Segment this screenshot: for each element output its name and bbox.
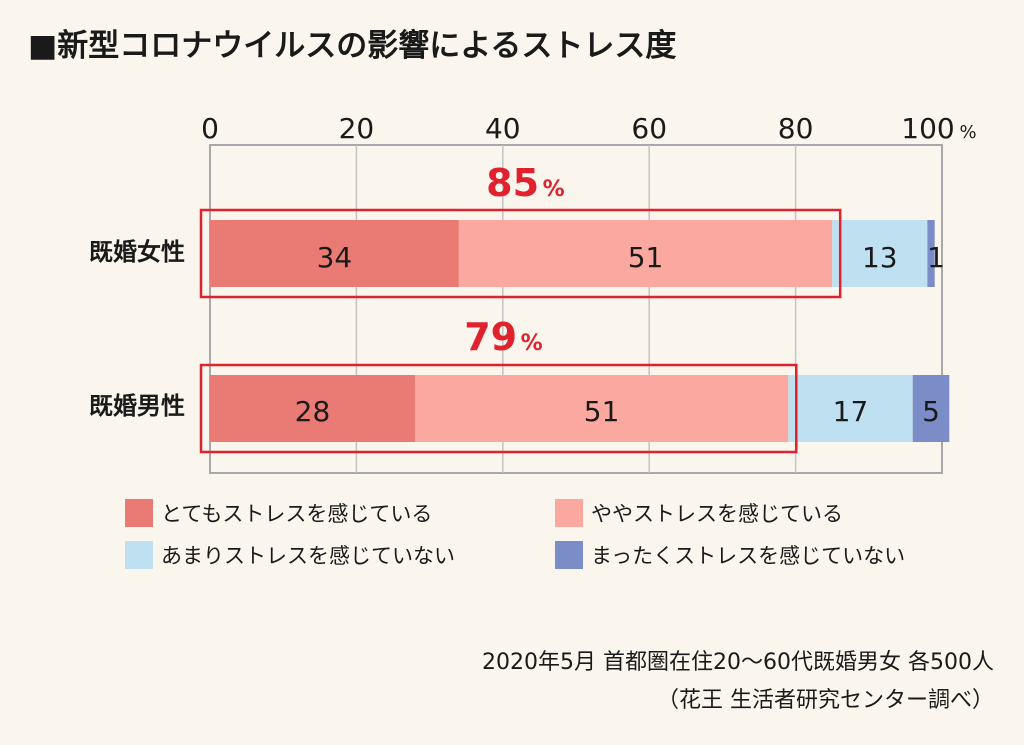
plot-frame xyxy=(209,144,943,474)
legend-label-somewhat: ややストレスを感じている xyxy=(591,502,843,526)
legend-swatch-very xyxy=(125,499,153,527)
data-label-0-0: 34 xyxy=(317,241,353,274)
x-tick-label-80: 80 xyxy=(778,112,814,145)
highlight-box-0 xyxy=(199,208,842,299)
data-label-0-1: 51 xyxy=(628,241,664,274)
source-line-survey: 2020年5月 首都圏在住20〜60代既婚男女 各500人 xyxy=(482,650,994,675)
total-unit-0: % xyxy=(543,177,565,202)
x-tick-label-0: 0 xyxy=(201,112,219,145)
legend-item-very: とてもストレスを感じている xyxy=(125,498,555,528)
bar-segment-0-2 xyxy=(832,220,928,287)
legend-label-very: とてもストレスを感じている xyxy=(161,502,433,526)
x-tick-label-20: 20 xyxy=(339,112,375,145)
x-tick-label-100: 100 xyxy=(901,112,954,145)
bar-segment-0-0 xyxy=(210,220,459,287)
bar-segment-0-1 xyxy=(458,220,833,287)
legend-swatch-somewhat xyxy=(555,499,583,527)
legend-swatch-not-much xyxy=(125,541,153,569)
chart-title: ■新型コロナウイルスの影響によるストレス度 xyxy=(28,28,677,64)
bar-segment-1-1 xyxy=(414,375,789,442)
bar-segment-0-3 xyxy=(927,220,935,287)
category-label-1: 既婚男性 xyxy=(89,392,185,420)
total-value-0: 85 xyxy=(486,161,539,205)
total-unit-1: % xyxy=(521,331,543,356)
legend-item-not-much: あまりストレスを感じていない xyxy=(125,540,555,570)
legend-item-somewhat: ややストレスを感じている xyxy=(555,498,985,528)
legend-item-not-at-all: まったくストレスを感じていない xyxy=(555,540,985,570)
data-label-1-2: 17 xyxy=(833,395,869,428)
highlight-box-1 xyxy=(199,363,798,454)
legend-label-not-much: あまりストレスを感じていない xyxy=(161,544,455,568)
x-tick-unit: % xyxy=(959,122,976,143)
total-value-1: 79 xyxy=(464,315,517,359)
legend-swatch-not-at-all xyxy=(555,541,583,569)
data-label-1-0: 28 xyxy=(295,395,331,428)
data-label-0-2: 13 xyxy=(862,241,898,274)
data-label-1-3: 5 xyxy=(922,395,940,428)
legend-label-not-at-all: まったくストレスを感じていない xyxy=(591,544,906,568)
data-label-0-3: 1 xyxy=(927,241,945,274)
data-label-1-1: 51 xyxy=(584,395,620,428)
legend: とてもストレスを感じている ややストレスを感じている あまりストレスを感じていな… xyxy=(125,498,1005,570)
category-label-0: 既婚女性 xyxy=(89,238,185,266)
source-note: 2020年5月 首都圏在住20〜60代既婚男女 各500人 （花王 生活者研究セ… xyxy=(482,644,994,720)
x-tick-label-40: 40 xyxy=(485,112,521,145)
bar-segment-1-3 xyxy=(912,375,950,442)
source-line-publisher: （花王 生活者研究センター調べ） xyxy=(657,688,994,713)
x-tick-label-60: 60 xyxy=(631,112,667,145)
bar-segment-1-0 xyxy=(210,375,415,442)
bar-segment-1-2 xyxy=(788,375,913,442)
